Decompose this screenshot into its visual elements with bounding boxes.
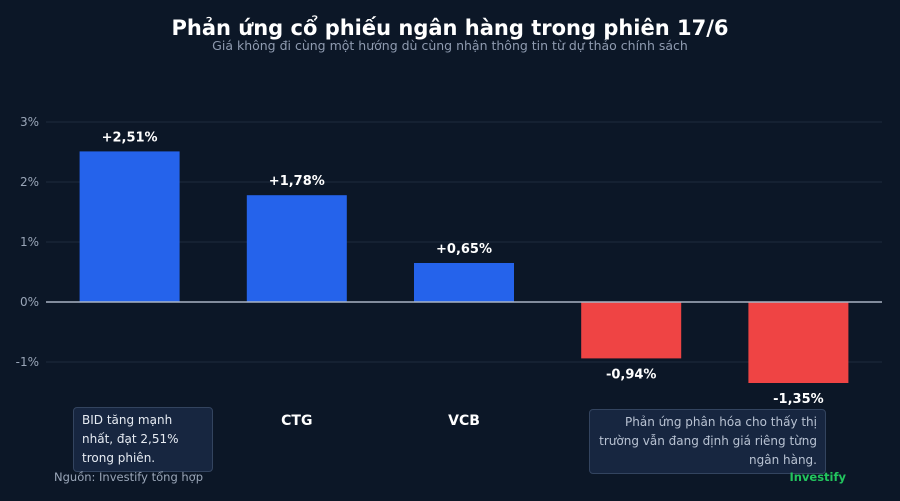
bar	[581, 302, 682, 359]
chart-title: Phản ứng cổ phiếu ngân hàng trong phiên …	[171, 16, 729, 40]
bar	[414, 263, 514, 302]
data-label: -0,94%	[606, 367, 657, 382]
source-note: Nguồn: Investify tổng hợp	[54, 470, 204, 484]
annotation-bid: BID tăng mạnh nhất, đạt 2,51% trong phiê…	[73, 407, 213, 472]
data-label: +2,51%	[102, 130, 158, 145]
chart-subtitle: Giá không đi cùng một hướng dù cùng nhận…	[212, 38, 688, 53]
data-label: +1,78%	[269, 174, 325, 189]
brand-logo-text: Investify	[789, 470, 846, 484]
y-tick-label: 2%	[20, 175, 39, 189]
y-tick-label: 3%	[20, 115, 39, 129]
bar	[748, 302, 849, 383]
y-tick-label: -1%	[16, 355, 39, 369]
data-label: -1,35%	[773, 392, 824, 407]
y-tick-label: 1%	[20, 235, 39, 249]
x-tick-label: CTG	[281, 413, 312, 429]
bar	[246, 195, 347, 302]
bar	[79, 151, 180, 302]
annotation-divergence: Phản ứng phân hóa cho thấy thị trường vẫ…	[589, 409, 826, 474]
x-tick-label: VCB	[448, 413, 480, 429]
y-tick-label: 0%	[20, 295, 39, 309]
data-label: +0,65%	[436, 242, 492, 257]
